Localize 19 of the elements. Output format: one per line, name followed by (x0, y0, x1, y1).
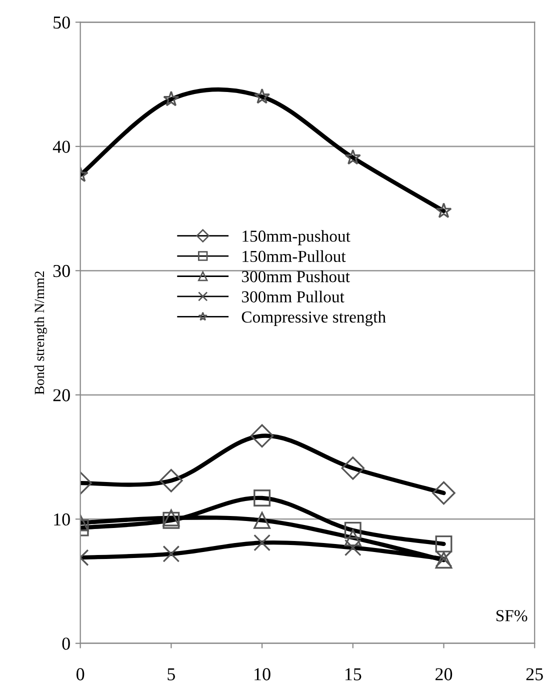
y-tick-label: 50 (54, 16, 70, 29)
x-tick-label: 5 (168, 668, 175, 680)
x-tick-label: 15 (345, 668, 362, 680)
x-tick-label: 10 (254, 668, 270, 680)
legend-label: Compressive strength (242, 310, 386, 326)
x-tick-label: 25 (526, 668, 543, 680)
legend-label: 300mm Pullout (242, 290, 344, 302)
x-tick-label: 20 (436, 668, 452, 680)
legend-label: 150mm-Pullout (242, 250, 346, 262)
y-tick-label: 40 (52, 140, 70, 153)
y-axis-title: Bond strength N/mm2 (34, 271, 47, 394)
y-tick-label: 30 (53, 264, 70, 278)
x-tick-label: 0 (76, 668, 84, 680)
legend-label: 150mm-pushout (242, 230, 350, 246)
legend-label: 300mm Pushout (242, 270, 350, 282)
x-axis-title: SF% (496, 610, 528, 622)
y-tick-label: 10 (54, 513, 70, 526)
y-tick-label: 20 (53, 389, 70, 402)
y-tick-label: 0 (62, 638, 70, 650)
